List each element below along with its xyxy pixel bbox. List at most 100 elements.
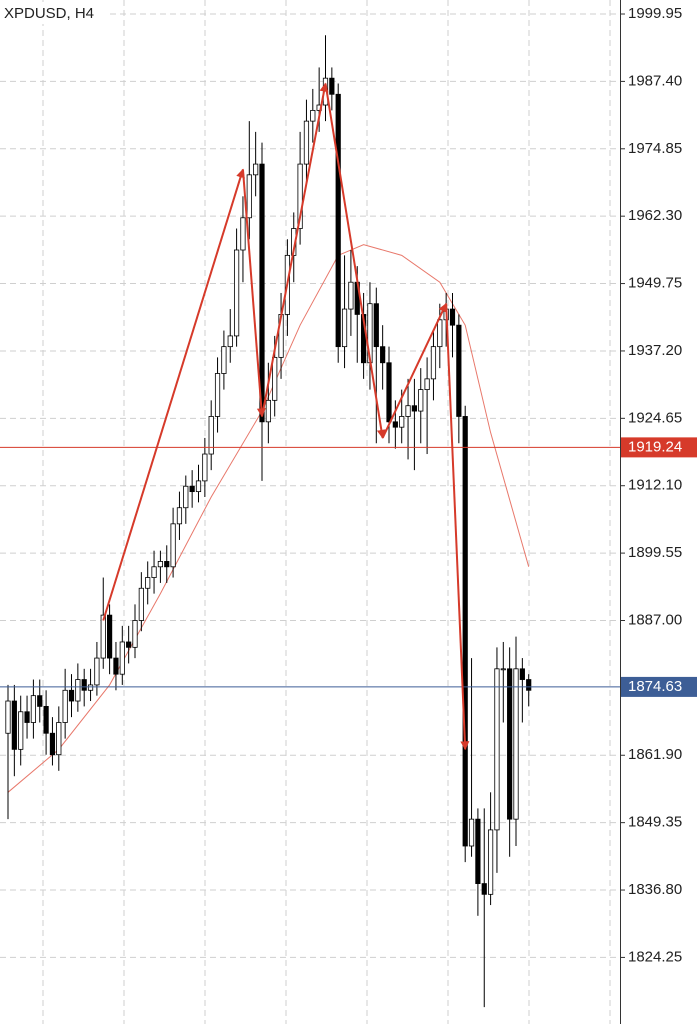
candle-body <box>214 373 221 417</box>
candle-body <box>424 378 430 391</box>
candle-body <box>183 485 189 509</box>
y-tick-label: 1924.65 <box>628 409 682 426</box>
candle-body <box>208 416 214 455</box>
candle-body <box>329 77 335 95</box>
candle-body <box>113 657 119 675</box>
candle-body <box>189 485 195 493</box>
candle-body <box>30 695 37 723</box>
candle-body <box>164 561 170 568</box>
candle-body <box>202 453 208 482</box>
candle-body <box>233 249 240 337</box>
candle-body <box>176 507 183 525</box>
candle-body <box>87 684 94 691</box>
candle-body <box>94 657 100 686</box>
candle-body <box>138 587 144 621</box>
candle-body <box>456 324 462 417</box>
candle-body <box>418 389 424 412</box>
candle-body <box>24 711 30 723</box>
candle-body <box>348 281 354 310</box>
candle-body <box>272 356 278 401</box>
price-label-bg <box>621 676 697 697</box>
candle-body <box>265 399 271 423</box>
y-tick-label: 1887.00 <box>628 611 682 628</box>
zigzag-arrow <box>445 303 470 751</box>
candle-body <box>373 303 379 348</box>
candle-body <box>151 566 157 578</box>
candle-body <box>481 883 487 895</box>
candle-body <box>5 700 11 734</box>
y-tick-label: 1999.95 <box>628 5 682 22</box>
candle-body <box>487 829 494 895</box>
candle-body <box>49 732 56 756</box>
candle-body <box>259 163 265 423</box>
candle-body <box>386 362 392 423</box>
candle-body <box>507 668 513 820</box>
candle-body <box>145 577 151 589</box>
zigzag-arrow <box>324 83 386 439</box>
candle-body <box>37 695 43 707</box>
zigzag-arrow <box>261 82 329 417</box>
candle-body <box>462 416 468 847</box>
candle-body <box>246 174 252 219</box>
y-tick-label: 1824.25 <box>628 948 682 965</box>
candle-body <box>157 561 163 568</box>
candle-body <box>81 679 87 691</box>
candle-body <box>170 523 176 568</box>
candle-body <box>18 711 24 750</box>
candle-body <box>399 416 405 428</box>
candle-body <box>519 668 525 680</box>
candle-body <box>437 319 443 348</box>
y-tick-label: 1836.80 <box>628 881 682 898</box>
candle-body <box>405 405 411 417</box>
y-tick-label: 1861.90 <box>628 746 682 763</box>
price-label-bg <box>621 437 697 458</box>
candle-body <box>297 163 303 229</box>
y-tick-label: 1899.55 <box>628 544 682 561</box>
candle-body <box>240 217 246 251</box>
candle-body <box>303 120 310 165</box>
y-tick-label: 1949.75 <box>628 275 682 292</box>
candle-body <box>253 163 259 176</box>
candle-body <box>310 109 316 122</box>
zigzag-arrow <box>381 302 448 439</box>
candle-body <box>68 689 75 702</box>
candle-body <box>380 346 386 364</box>
y-tick-label: 1849.35 <box>628 814 682 831</box>
candle-body <box>126 641 132 648</box>
candle-body <box>56 722 62 756</box>
zigzag-arrow <box>241 169 266 418</box>
candle-body <box>227 335 233 348</box>
candle-body <box>132 620 138 648</box>
candle-body <box>107 614 113 659</box>
candle-body <box>119 641 125 675</box>
candle-body <box>430 346 437 380</box>
candle-body <box>500 668 506 671</box>
candle-body <box>100 614 106 659</box>
candle-body <box>392 421 398 428</box>
y-tick-label: 1937.20 <box>628 342 682 359</box>
time-grid <box>42 0 611 1024</box>
candle-body <box>449 308 456 326</box>
moving-average <box>7 244 530 793</box>
candle-body <box>195 480 202 493</box>
candle-body <box>468 818 475 847</box>
y-tick-label: 1962.30 <box>628 207 682 224</box>
candle-body <box>341 308 348 348</box>
y-tick-label: 1987.40 <box>628 72 682 89</box>
candle-body <box>494 668 500 831</box>
candle-body <box>411 405 418 412</box>
candle-body <box>475 818 481 884</box>
candle-body <box>43 705 49 734</box>
zigzag-arrow <box>102 168 245 621</box>
candle-body <box>513 668 519 820</box>
price-label: 1919.24 <box>628 438 682 455</box>
y-tick-label: 1912.10 <box>628 477 682 494</box>
title-bg <box>0 2 108 24</box>
candle-body <box>11 700 17 750</box>
candle-body <box>526 679 532 691</box>
candle-body <box>62 689 68 723</box>
price-label: 1874.63 <box>628 678 682 695</box>
candle-body <box>75 679 81 702</box>
candle-body <box>335 93 341 348</box>
